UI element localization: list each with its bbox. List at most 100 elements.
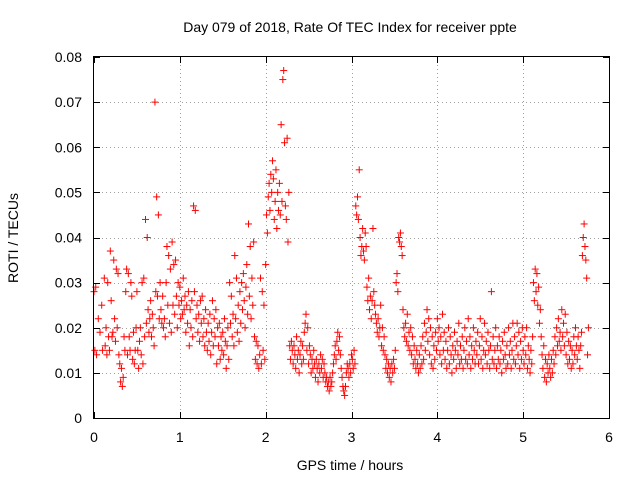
data-point xyxy=(202,306,210,314)
data-point xyxy=(538,351,546,359)
data-points xyxy=(90,67,592,399)
data-point xyxy=(442,337,450,345)
data-point xyxy=(477,355,485,363)
data-point xyxy=(166,265,174,273)
data-point xyxy=(298,360,306,368)
data-point xyxy=(207,351,215,359)
data-point xyxy=(128,292,136,300)
data-point xyxy=(301,319,309,327)
data-point xyxy=(169,301,177,309)
x-tick-label: 3 xyxy=(348,429,356,445)
data-point xyxy=(195,310,203,318)
data-point xyxy=(218,346,226,354)
data-point xyxy=(304,324,312,332)
data-point xyxy=(347,369,355,377)
data-point xyxy=(98,301,106,309)
data-point xyxy=(578,328,586,336)
data-point xyxy=(407,324,415,332)
data-point xyxy=(539,364,547,372)
data-point xyxy=(217,333,225,341)
data-point xyxy=(395,234,403,241)
data-point xyxy=(433,315,441,323)
x-tick-label: 6 xyxy=(605,429,613,445)
data-point xyxy=(297,337,305,345)
data-point xyxy=(396,229,404,237)
data-point xyxy=(261,355,269,363)
data-point xyxy=(108,333,116,341)
data-point xyxy=(583,274,591,282)
data-point xyxy=(488,355,496,363)
data-point xyxy=(140,274,148,282)
data-point xyxy=(174,279,182,287)
y-tick-labels: 0 0.01 0.02 0.03 0.04 0.05 0.06 0.07 0.08 xyxy=(55,49,82,426)
data-point xyxy=(385,373,393,381)
data-point xyxy=(173,324,181,332)
data-point xyxy=(451,346,459,354)
data-point xyxy=(191,206,199,214)
data-point xyxy=(432,346,440,354)
data-point xyxy=(563,328,571,336)
data-point xyxy=(296,351,304,359)
data-point xyxy=(338,373,346,381)
data-point xyxy=(448,369,456,377)
data-point xyxy=(236,288,244,296)
data-point xyxy=(280,67,288,75)
data-point xyxy=(535,283,543,291)
data-point xyxy=(281,202,289,210)
data-point xyxy=(352,202,360,210)
data-point xyxy=(460,346,468,354)
data-point xyxy=(256,351,264,359)
data-point xyxy=(426,324,434,332)
data-point xyxy=(445,360,453,368)
data-point xyxy=(354,215,362,223)
data-point xyxy=(478,333,486,341)
data-point xyxy=(205,337,213,345)
data-point xyxy=(517,355,525,363)
data-point xyxy=(450,355,458,363)
data-point xyxy=(200,315,208,323)
data-point xyxy=(302,310,310,318)
data-point xyxy=(511,360,519,368)
data-point xyxy=(194,328,202,336)
data-point xyxy=(330,351,338,359)
data-point xyxy=(549,346,557,354)
data-point xyxy=(566,342,574,350)
data-point xyxy=(317,351,325,359)
data-point xyxy=(168,238,176,246)
data-point xyxy=(213,360,221,368)
data-point xyxy=(531,265,539,273)
data-point xyxy=(495,333,503,341)
data-point xyxy=(171,310,179,318)
data-point xyxy=(366,306,374,314)
y-tick-label: 0.01 xyxy=(55,365,82,381)
data-point xyxy=(332,355,340,363)
data-point xyxy=(251,333,259,341)
data-point xyxy=(403,310,411,318)
data-point xyxy=(410,342,418,350)
data-point xyxy=(196,297,204,305)
data-point xyxy=(156,279,164,287)
data-point xyxy=(458,333,466,341)
data-point xyxy=(262,261,270,269)
data-point xyxy=(556,328,564,336)
data-point xyxy=(428,333,436,341)
data-point xyxy=(451,328,458,336)
data-point xyxy=(523,324,531,332)
data-point xyxy=(562,351,570,359)
data-point xyxy=(413,346,421,354)
data-point xyxy=(305,360,313,368)
data-point xyxy=(491,346,499,354)
data-point xyxy=(366,292,374,300)
data-point xyxy=(577,342,585,350)
data-point xyxy=(103,351,111,359)
data-point xyxy=(354,193,362,201)
data-point xyxy=(517,337,525,345)
data-point xyxy=(284,238,292,246)
data-point xyxy=(307,369,315,377)
data-point xyxy=(203,346,211,354)
data-point xyxy=(459,364,467,372)
data-point xyxy=(93,351,101,359)
data-point xyxy=(572,324,580,332)
data-point xyxy=(117,378,125,386)
data-point xyxy=(465,351,473,359)
